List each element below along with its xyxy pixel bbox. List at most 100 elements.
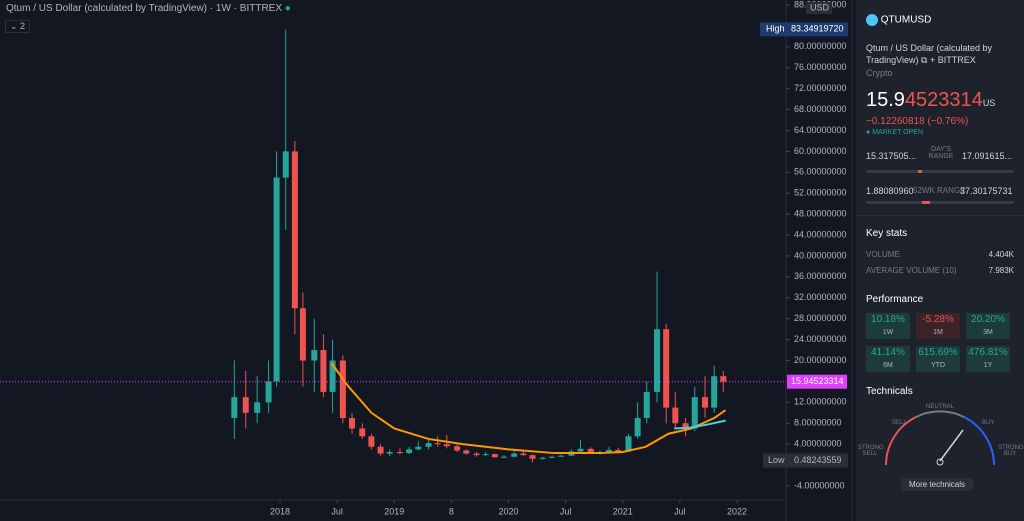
candle-body [265,381,272,403]
low-value: 0.48243559 [794,455,842,465]
currency-box[interactable] [806,2,832,14]
candle-body [329,360,336,392]
y-tick-label: 76.00000000 [794,62,847,72]
symbol-panel: QTUMUSD Qtum / US Dollar (calculated by … [856,0,1024,521]
moving-average [674,419,726,430]
indicator-count: 2 [20,21,26,31]
candle-body [348,418,355,429]
candle-body [511,453,518,457]
candle-body [558,455,565,457]
candle-body [463,450,470,454]
moving-average [330,362,727,455]
y-tick-label: 72.00000000 [794,83,847,93]
last-price-box [787,374,847,389]
period: YTD [931,362,945,369]
candle-body [682,423,689,429]
candle-body [415,446,422,450]
candle-body [443,444,450,447]
candle-body [663,329,670,408]
strong-sell: STRONG SELL [858,445,884,457]
day-label: DAY'S RANGE [928,146,954,160]
candle-body [299,308,306,361]
candle-body [320,350,327,392]
candle-body [254,402,261,413]
period: 1W [882,329,894,336]
candle-body [425,443,432,447]
candle-body [386,452,393,454]
candle-body [491,454,498,458]
y-tick-label: -4.00000000 [794,480,845,490]
y-tick-label: 68.00000000 [794,104,847,114]
chart-header: Qtum / US Dollar (calculated by TradingV… [6,3,291,14]
x-tick-label: 8 [449,506,454,516]
y-tick-label: 52.00000000 [794,188,847,198]
more-technicals[interactable]: More technicals [901,478,974,491]
indicator-toggle[interactable]: ⌄ 2 [5,20,31,33]
x-tick-label: Jul [331,506,343,516]
candle-body [500,456,507,458]
x-tick-label: 2018 [270,506,290,516]
price-head: 15.9 [866,89,905,111]
candle-body [482,454,489,456]
candle-body [282,151,289,178]
change: −0.12260818 (−0.76%) [866,116,969,127]
percent: 41.14% [871,347,905,358]
neutral: NEUTRAL [926,404,955,410]
candle-body [643,391,650,419]
candle-body [434,443,441,445]
key-stats-title: Key stats [866,228,908,239]
stat-label: AVERAGE VOLUME (10) [866,266,957,275]
candle-body [654,329,661,392]
week52-high: 37.30175731 [960,186,1013,196]
candle-body [672,407,679,424]
y-tick-label: 40.00000000 [794,250,847,260]
candle-body [720,376,727,382]
day-high: 17.091615... [962,151,1013,161]
period: 3M [983,329,993,336]
candle-body [615,449,622,452]
candle-body [520,453,527,456]
candle-body [406,449,413,454]
period: 6M [883,362,893,369]
currency: USD [810,2,830,12]
candle-body [454,446,461,451]
percent: 615.69% [918,347,958,358]
last-price-label: 15.94523314 [791,376,844,386]
candle-body [368,436,375,447]
x-tick-label: 2019 [384,506,404,516]
performance-tile: 41.14% 6M [866,346,910,372]
low-box [763,453,848,468]
candle-body [702,397,709,408]
candle-body [587,448,594,453]
candle-body [606,449,613,453]
chart: 8 8.00000000 80.00000000 76.00000000 72.0000… [0,0,853,521]
y-tick-label: 8.00000000 [794,418,842,428]
x-tick-label: 2020 [499,506,519,516]
y-tick-label: 12.00000000 [794,397,847,407]
description: Qtum / US Dollar (calculated by TradingV… [866,43,993,65]
high-box [760,22,848,37]
y-tick-label: 20.00000000 [794,355,847,365]
performance-tile: -5.28% 1M [916,313,960,339]
y-tick-label: 80.00000000 [794,41,847,51]
y-tick-label: 32.00000000 [794,292,847,302]
y-tick-label: 48.00000000 [794,209,847,219]
y-tick-label: 24.00000000 [794,334,847,344]
candle-body [711,376,718,408]
x-tick-label: Jul [674,506,686,516]
y-tick-label: 60.00000000 [794,146,847,156]
category: Crypto [866,68,893,78]
low-label: Low [768,455,785,465]
candle-body [529,455,536,459]
price-unit: US [982,98,996,108]
high-label: High [766,24,785,34]
y-tick-label: 28.00000000 [794,313,847,323]
sell: SELL [892,420,907,426]
period: 1Y [983,362,993,369]
percent: 476.81% [968,347,1008,358]
candle-body [231,397,238,419]
price-tail: 4523314 [904,89,983,111]
percent: 20.20% [971,314,1005,325]
candle-body [273,177,280,382]
